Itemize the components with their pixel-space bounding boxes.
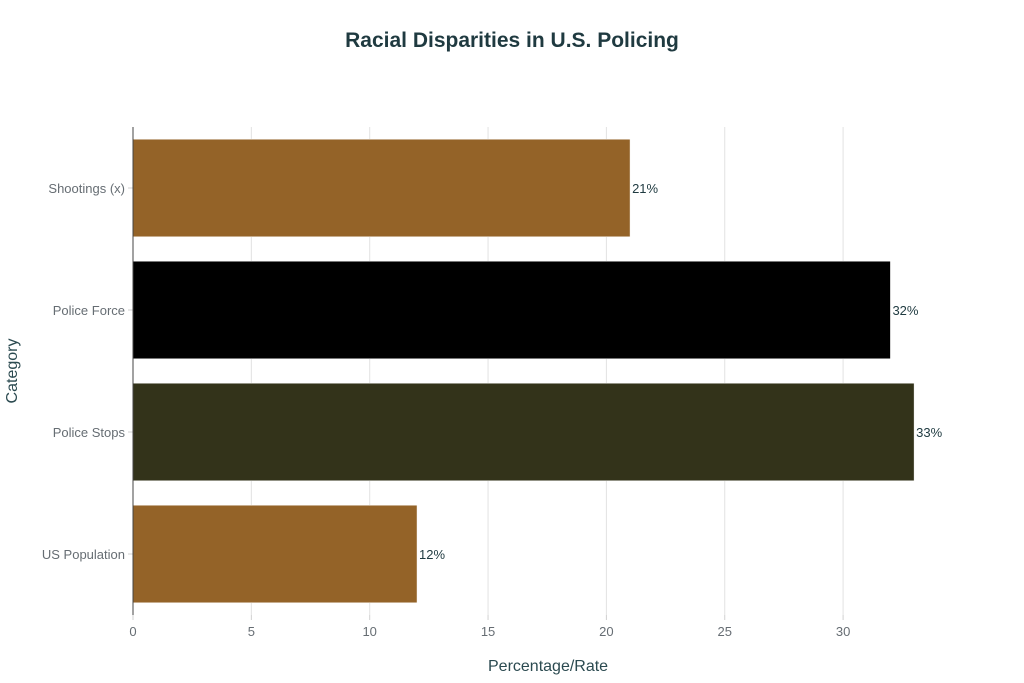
- x-tick-label: 20: [599, 624, 613, 639]
- data-label: 12%: [419, 547, 445, 562]
- data-label: 32%: [892, 303, 918, 318]
- x-tick-label: 30: [836, 624, 850, 639]
- bar: [132, 260, 891, 360]
- x-axis-title: Percentage/Rate: [488, 658, 608, 675]
- bar: [132, 382, 915, 482]
- y-tick-label: Shootings (x): [48, 181, 125, 196]
- chart-title: Racial Disparities in U.S. Policing: [345, 29, 679, 52]
- data-label: 33%: [916, 425, 942, 440]
- y-axis-title: Category: [4, 339, 21, 404]
- x-tick-label: 5: [248, 624, 255, 639]
- data-label: 21%: [632, 181, 658, 196]
- x-tick-label: 0: [129, 624, 136, 639]
- y-tick-label: Police Stops: [53, 425, 126, 440]
- bar: [132, 138, 631, 238]
- x-tick-label: 25: [718, 624, 732, 639]
- bar: [132, 504, 418, 604]
- x-tick-label: 15: [481, 624, 495, 639]
- x-tick-label: 10: [362, 624, 376, 639]
- y-tick-label: US Population: [42, 547, 125, 562]
- y-tick-label: Police Force: [53, 303, 125, 318]
